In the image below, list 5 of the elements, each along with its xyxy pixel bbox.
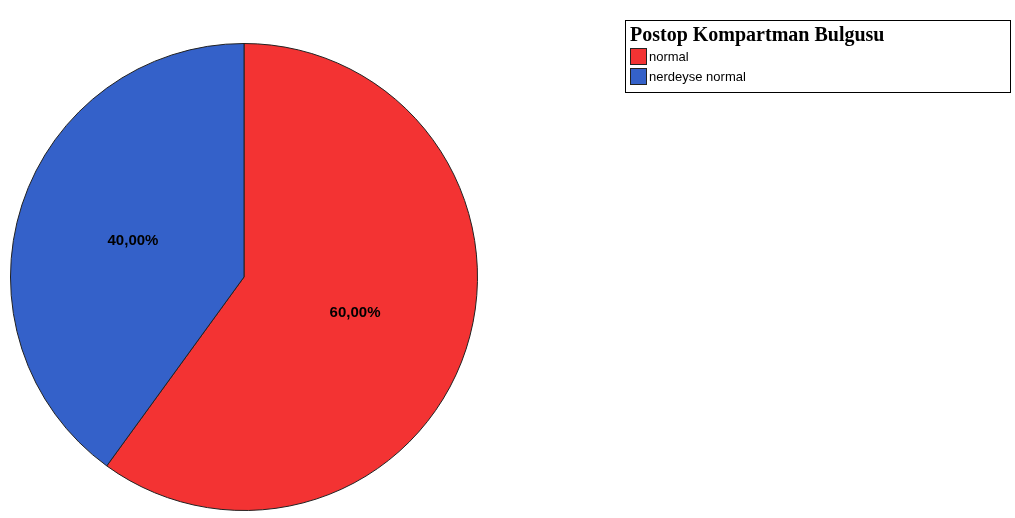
data-label: 40,00% (107, 231, 159, 249)
legend-label: nerdeyse normal (649, 68, 746, 84)
legend-label: normal (649, 48, 689, 64)
data-label: 60,00% (329, 303, 381, 321)
legend-title: Postop Kompartman Bulgusu (630, 23, 886, 46)
